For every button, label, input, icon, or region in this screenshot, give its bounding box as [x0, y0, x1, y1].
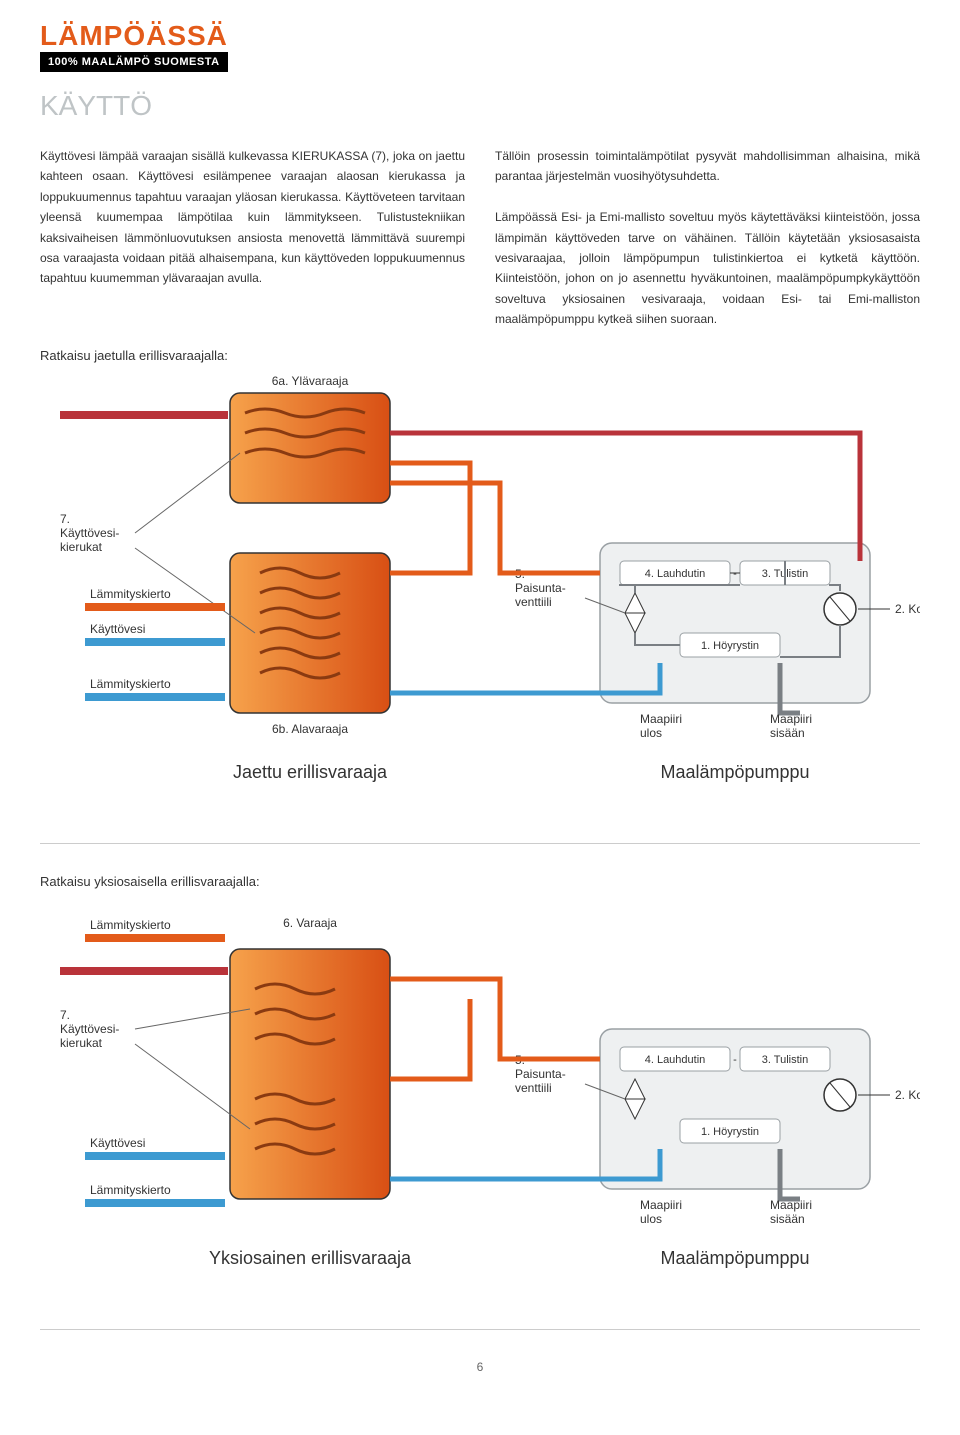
divider: [40, 843, 920, 844]
label-domestic-water-2: Käyttövesi: [90, 1136, 145, 1150]
label-superheater-2: 3. Tulistin: [762, 1054, 808, 1066]
label-condenser-2: 4. Lauhdutin: [645, 1054, 706, 1066]
leader-coil-upper: [135, 453, 240, 533]
body-columns: Käyttövesi lämpää varaajan sisällä kulke…: [40, 146, 920, 330]
logo-main: LÄMPÖÄSSÄ: [40, 20, 920, 52]
pipe-tank-to-cond: [390, 979, 600, 1059]
logo-tagline: 100% MAALÄMPÖ SUOMESTA: [40, 52, 228, 72]
pipe-hotwater-out: [60, 411, 228, 419]
svg-text:-: -: [733, 1054, 737, 1066]
label-evaporator-2: 1. Höyrystin: [701, 1126, 759, 1138]
label-ground-in-1: Maapiirisisään: [770, 712, 812, 740]
label-single-tank: 6. Varaaja: [283, 916, 337, 930]
pipe-heating-return: [85, 693, 225, 701]
label-upper-tank: 6a. Ylävaraaja: [272, 374, 349, 388]
pipe-heating-return-2: [85, 1199, 225, 1207]
label-pump-name-2: Maalämpöpumppu: [660, 1248, 809, 1268]
label-heating-loop-2: Lämmityskierto: [90, 677, 171, 691]
label-single-tank-name: Yksiosainen erillisvaraaja: [209, 1248, 412, 1268]
diagram-split-svg: 6a. Ylävaraaja 6b. Alavaraaja 7. Käyttöv…: [40, 373, 920, 813]
label-compressor-1: 2. Kompressori: [895, 602, 920, 616]
page-number: 6: [40, 1360, 920, 1374]
label-ground-out-1: Maapiiriulos: [640, 712, 682, 740]
label-ground-in-2: Maapiirisisään: [770, 1198, 812, 1226]
label-kv-coil: 7. Käyttövesi- kierukat: [60, 512, 123, 554]
diagram-single: Lämmityskierto 6. Varaaja 7. Käyttövesi-…: [40, 899, 920, 1299]
pipe-coldwater-in: [85, 638, 225, 646]
single-tank: [230, 949, 390, 1199]
label-condenser-1: 4. Lauhdutin: [645, 568, 706, 580]
pipe-heating-out: [85, 603, 225, 611]
subhead-single: Ratkaisu yksiosaisella erillisvaraajalla…: [40, 874, 920, 889]
body-left: Käyttövesi lämpää varaajan sisällä kulke…: [40, 146, 465, 330]
svg-text:-: -: [733, 568, 737, 580]
label-evaporator-1: 1. Höyrystin: [701, 640, 759, 652]
pipe-link-tanks: [390, 463, 470, 573]
label-compressor-2: 2. Kompressori: [895, 1088, 920, 1102]
page-title: KÄYTTÖ: [40, 90, 920, 122]
label-heating-loop-3: Lämmityskierto: [90, 918, 171, 932]
pipe-hotwater-out-2: [60, 967, 228, 975]
label-lower-tank: 6b. Alavaraaja: [272, 722, 348, 736]
pipe-coldwater-in-2: [85, 1152, 225, 1160]
label-ground-out-2: Maapiiriulos: [640, 1198, 682, 1226]
divider-bottom: [40, 1329, 920, 1330]
pipe-upper-return: [390, 483, 600, 573]
body-right: Tällöin prosessin toimintalämpötilat pys…: [495, 146, 920, 330]
logo-block: LÄMPÖÄSSÄ 100% MAALÄMPÖ SUOMESTA: [40, 20, 920, 72]
diagram-single-svg: Lämmityskierto 6. Varaaja 7. Käyttövesi-…: [40, 899, 920, 1299]
label-split-tank-name: Jaettu erillisvaraaja: [233, 762, 388, 782]
label-heating-loop-1: Lämmityskierto: [90, 587, 171, 601]
label-pump-name-1: Maalämpöpumppu: [660, 762, 809, 782]
label-domestic-water-1: Käyttövesi: [90, 622, 145, 636]
diagram-split: 6a. Ylävaraaja 6b. Alavaraaja 7. Käyttöv…: [40, 373, 920, 813]
label-heating-loop-4: Lämmityskierto: [90, 1183, 171, 1197]
pipe-heating-top: [85, 934, 225, 942]
label-kv-coil-2: 7. Käyttövesi- kierukat: [60, 1008, 123, 1050]
subhead-split: Ratkaisu jaetulla erillisvaraajalla:: [40, 348, 920, 363]
pipe-to-tulistin: [390, 433, 860, 561]
